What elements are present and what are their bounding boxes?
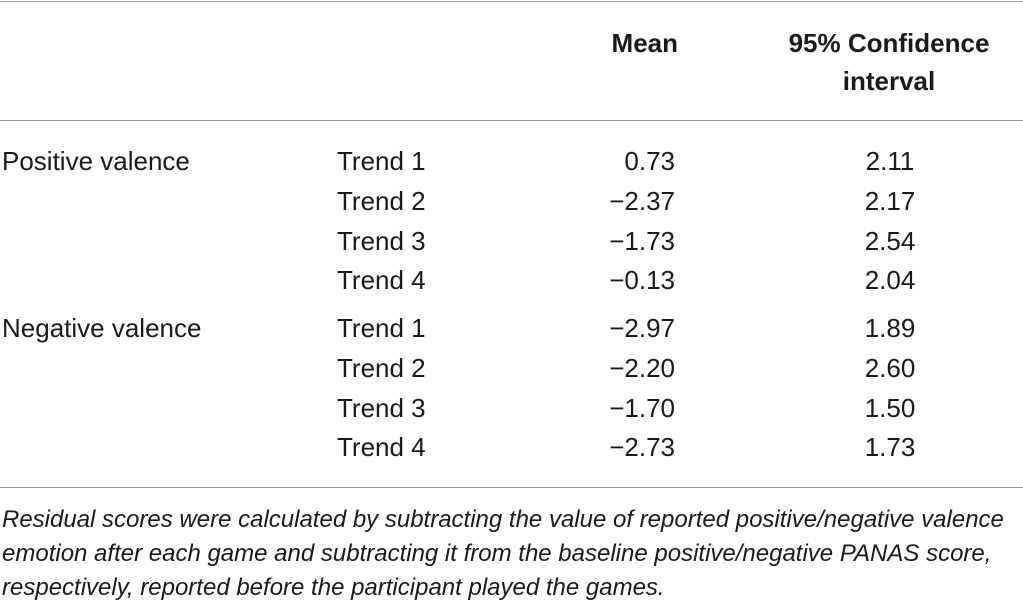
table-bottom-rule [0, 487, 1023, 488]
table-footnote: Residual scores were calculated by subtr… [2, 506, 1004, 601]
table-row-ci: 1.89 [864, 313, 916, 343]
table-row-trend: Trend 2 [337, 186, 426, 216]
header-ci-line1: 95% Confidence [788, 28, 990, 58]
table-row-mean: 0.73 [624, 146, 675, 176]
table-row-trend: Trend 4 [337, 265, 426, 295]
table-row-mean: −2.37 [609, 186, 675, 216]
table-row-trend: Trend 4 [337, 432, 426, 462]
group-label-positive: Positive valence [2, 146, 190, 176]
table-row-trend: Trend 3 [337, 393, 426, 423]
table-row-ci: 2.54 [864, 226, 916, 256]
table-row-trend: Trend 3 [337, 226, 426, 256]
table-row-mean: −0.13 [609, 265, 675, 295]
table-row-ci: 2.11 [865, 146, 915, 176]
table-row-trend: Trend 2 [337, 353, 426, 383]
header-ci-line2: interval [842, 66, 936, 96]
table-row-trend: Trend 1 [337, 146, 426, 176]
header-rule [0, 120, 1023, 121]
table-top-rule [0, 1, 1023, 2]
table-row-ci: 1.50 [864, 393, 916, 423]
header-mean: Mean [611, 28, 678, 58]
table-row-mean: −1.73 [609, 226, 675, 256]
table-row-trend: Trend 1 [337, 313, 426, 343]
header-confidence-interval: 95% Confidence interval [760, 24, 1018, 100]
table-row-ci: 1.73 [864, 432, 916, 462]
table-row-ci: 2.60 [864, 353, 916, 383]
table-row-mean: −2.97 [609, 313, 675, 343]
table-row-ci: 2.04 [864, 265, 916, 295]
table-row-mean: −2.20 [609, 353, 675, 383]
table-row-ci: 2.17 [864, 186, 916, 216]
group-label-negative: Negative valence [2, 313, 202, 343]
table-row-mean: −2.73 [609, 432, 675, 462]
table-row-mean: −1.70 [609, 393, 675, 423]
